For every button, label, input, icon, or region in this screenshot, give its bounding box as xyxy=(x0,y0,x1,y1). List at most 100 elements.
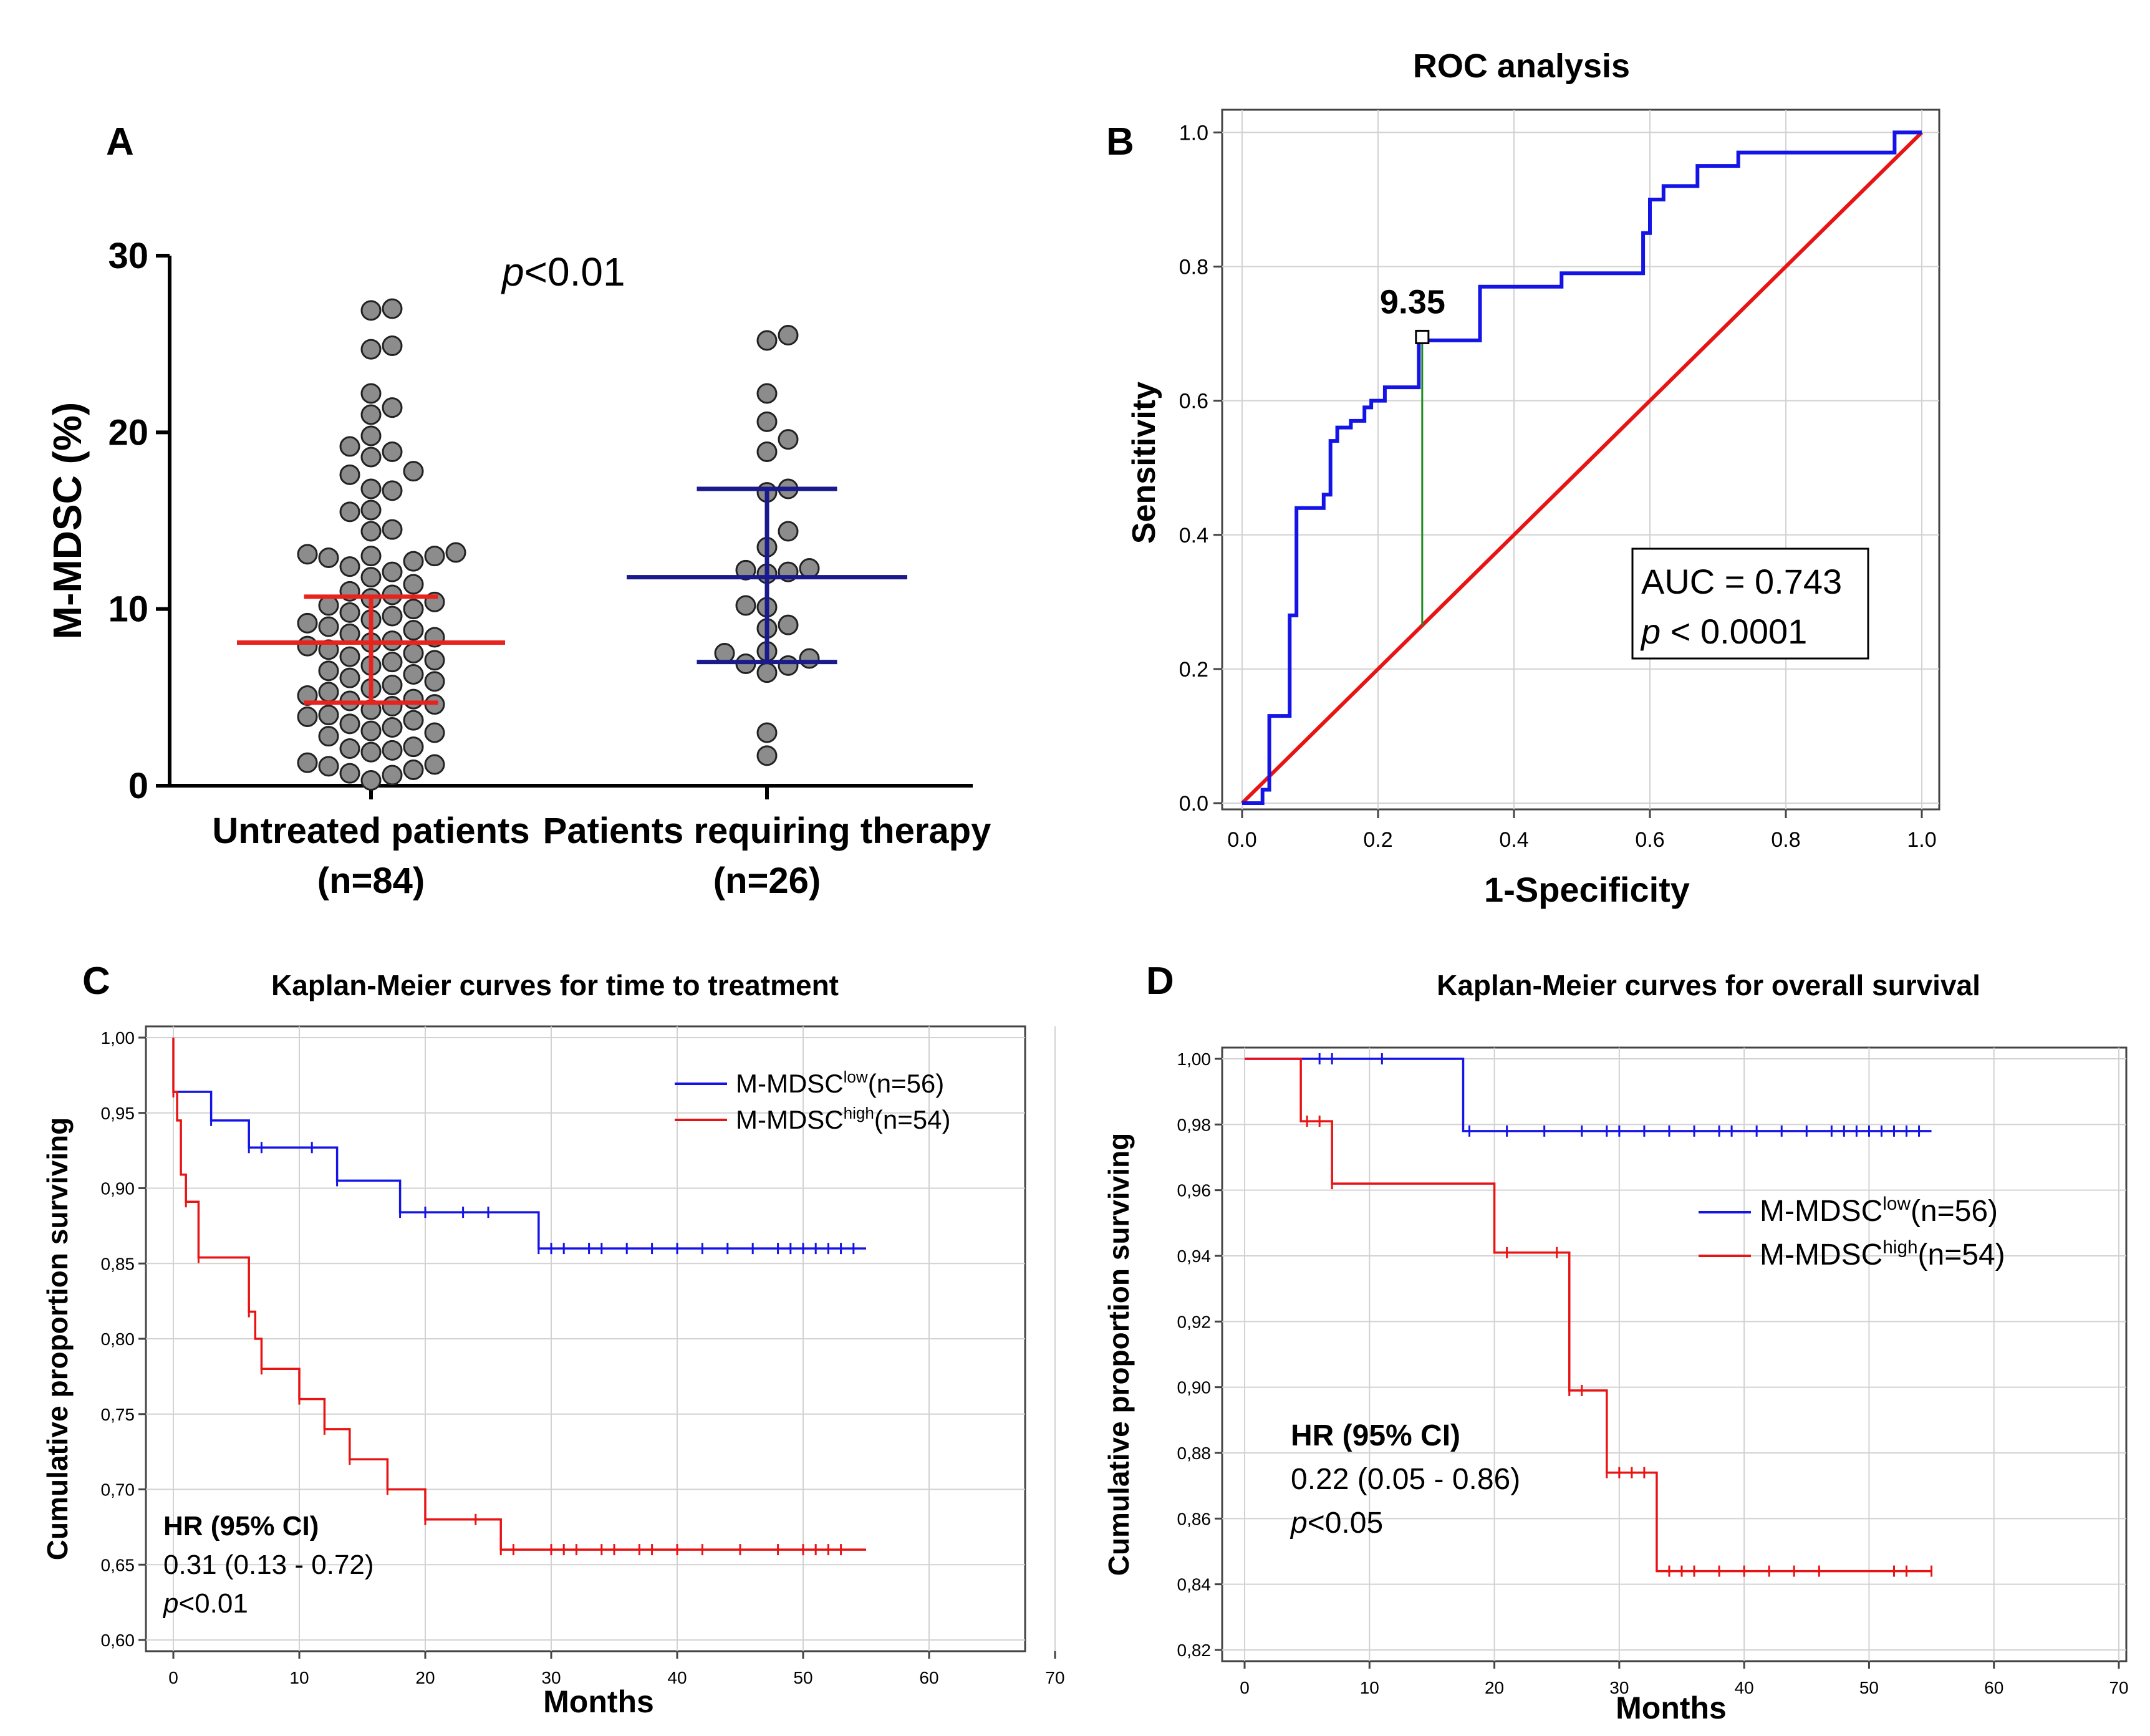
data-point xyxy=(360,521,382,542)
chart-title: Kaplan-Meier curves for time to treatmen… xyxy=(271,969,839,1001)
x-tick-label: 60 xyxy=(919,1668,938,1687)
data-point xyxy=(339,464,360,485)
x-tick-label: 50 xyxy=(793,1668,812,1687)
data-point xyxy=(297,752,318,773)
y-axis-label: Cumulative proportion surviving xyxy=(1102,1133,1135,1576)
hr-value: 0.22 (0.05 - 0.86) xyxy=(1291,1463,1520,1496)
x-tick-label: 0.2 xyxy=(1363,828,1392,852)
data-point xyxy=(360,339,382,360)
y-tick-label: 0,98 xyxy=(1177,1115,1212,1134)
x-tick-label: 0.8 xyxy=(1771,828,1800,852)
y-tick-label: 0,70 xyxy=(101,1480,135,1500)
data-point xyxy=(360,499,382,521)
data-point xyxy=(424,722,445,743)
data-point xyxy=(382,335,403,356)
data-point xyxy=(360,720,382,741)
data-point xyxy=(735,559,756,581)
x-tick-label: 0 xyxy=(168,1668,178,1687)
x-axis-label: Months xyxy=(1616,1690,1727,1725)
data-point xyxy=(756,411,778,432)
data-point xyxy=(403,620,424,641)
y-tick-label: 0,80 xyxy=(101,1329,135,1349)
hr-p-value: p<0.05 xyxy=(1290,1507,1383,1540)
data-point xyxy=(403,599,424,620)
data-point xyxy=(403,461,424,482)
data-point xyxy=(360,741,382,763)
km-curve-low xyxy=(1245,1058,1932,1132)
y-tick-label: 0,60 xyxy=(101,1631,135,1650)
data-point xyxy=(756,745,778,766)
panel-c: Kaplan-Meier curves for time to treatmen… xyxy=(41,969,1065,1719)
data-point xyxy=(799,558,820,579)
data-point xyxy=(382,605,403,627)
data-point xyxy=(403,736,424,758)
data-point xyxy=(382,717,403,738)
data-point xyxy=(403,688,424,710)
data-point xyxy=(382,298,403,319)
data-point xyxy=(360,425,382,446)
data-point xyxy=(318,682,339,703)
data-point xyxy=(297,612,318,634)
data-point xyxy=(424,546,445,567)
y-tick-label: 0,94 xyxy=(1177,1247,1212,1266)
data-point xyxy=(339,646,360,667)
group-label-name: Untreated patients xyxy=(212,811,529,851)
data-point xyxy=(778,521,799,542)
data-point xyxy=(403,760,424,780)
x-tick-label: 40 xyxy=(667,1668,687,1687)
data-point xyxy=(445,542,466,563)
data-point xyxy=(318,616,339,637)
y-tick-label: 10 xyxy=(108,589,148,630)
x-tick-label: 20 xyxy=(1485,1678,1504,1697)
x-tick-label: 10 xyxy=(1360,1678,1379,1697)
y-tick-label: 1,00 xyxy=(101,1028,135,1048)
legend-entry: M-MDSClow(n=56) xyxy=(1760,1194,1998,1228)
y-tick-label: 0,85 xyxy=(101,1254,135,1273)
x-tick-label: 30 xyxy=(541,1668,561,1687)
panel-label-b: B xyxy=(1106,120,1134,163)
km-curve-high xyxy=(1245,1058,1932,1573)
y-tick-label: 1,00 xyxy=(1177,1049,1212,1069)
panel-label-d: D xyxy=(1146,960,1174,1003)
hr-title: HR (95% CI) xyxy=(163,1511,319,1541)
data-point xyxy=(339,738,360,759)
y-tick-label: 1.0 xyxy=(1179,121,1208,145)
cutoff-label: 9.35 xyxy=(1380,283,1445,321)
legend-entry: M-MDSClow(n=56) xyxy=(736,1068,944,1098)
data-point xyxy=(756,441,778,462)
km-curve-high xyxy=(172,1038,866,1551)
data-point xyxy=(382,675,403,695)
data-point xyxy=(339,763,360,784)
data-point xyxy=(318,595,339,616)
data-point xyxy=(424,671,445,692)
x-tick-label: 40 xyxy=(1735,1678,1754,1697)
x-tick-label: 30 xyxy=(1609,1678,1629,1697)
data-point xyxy=(360,546,382,567)
x-tick-label: 20 xyxy=(415,1668,435,1687)
data-point xyxy=(360,770,382,791)
y-tick-label: 0,90 xyxy=(101,1179,135,1198)
y-tick-label: 30 xyxy=(108,236,148,276)
y-tick-label: 0.8 xyxy=(1179,256,1208,279)
group-label-n: (n=26) xyxy=(713,861,821,901)
y-tick-label: 0.0 xyxy=(1179,792,1208,816)
data-point xyxy=(382,561,403,582)
data-point xyxy=(714,643,735,663)
data-point xyxy=(403,643,424,663)
y-axis-label: Sensitivity xyxy=(1126,382,1162,544)
legend-entry: M-MDSChigh(n=54) xyxy=(736,1104,950,1134)
reference-line xyxy=(1240,131,1924,805)
group-label-n: (n=84) xyxy=(317,861,425,901)
data-point xyxy=(360,446,382,468)
roc-curve xyxy=(1242,130,1922,805)
panel-label-a: A xyxy=(106,120,134,163)
y-tick-label: 0,92 xyxy=(1177,1312,1212,1331)
data-point xyxy=(339,602,360,623)
x-tick-label: 10 xyxy=(289,1668,309,1687)
group-label-name: Patients requiring therapy xyxy=(543,811,991,851)
hr-p-value: p<0.01 xyxy=(162,1588,248,1619)
x-tick-label: 0 xyxy=(1240,1678,1250,1697)
data-point xyxy=(382,764,403,786)
data-point xyxy=(339,436,360,457)
x-tick-label: 50 xyxy=(1859,1678,1879,1697)
